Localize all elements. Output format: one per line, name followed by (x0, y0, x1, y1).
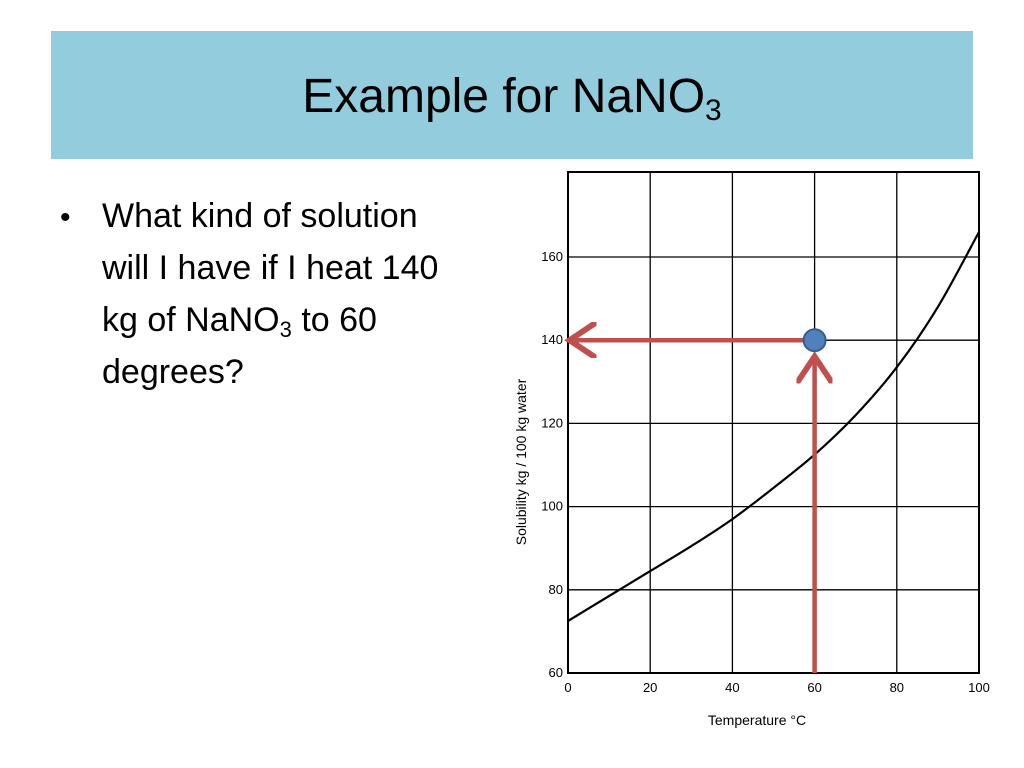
y-tick-label: 60 (549, 665, 563, 680)
x-tick-label: 40 (725, 680, 739, 695)
plot-frame (567, 171, 980, 674)
y-tick-label: 140 (541, 332, 563, 347)
y-axis-label: Solubility kg / 100 kg water (513, 378, 529, 545)
bullet-subscript: 3 (279, 317, 292, 342)
x-tick-label: 80 (890, 680, 904, 695)
x-axis-label: Temperature °C (708, 712, 806, 728)
bullet-question: What kind of solution will I have if I h… (102, 190, 462, 398)
title-main-text: Example for NaNO (302, 70, 706, 123)
solubility-chart: 0 20 40 60 80 100 60 80 100 120 140 160 Temperature… (513, 171, 990, 728)
y-tick-label: 100 (541, 499, 563, 514)
bullet-text-part2: to 60 degrees? (102, 301, 377, 391)
title-subscript: 3 (705, 94, 722, 127)
y-tick-label: 120 (541, 415, 563, 430)
y-tick-label: 80 (549, 582, 563, 597)
title-band: Example for NaNO3 (51, 31, 973, 159)
x-tick-label: 100 (968, 680, 990, 695)
solubility-curve (567, 231, 980, 622)
bullet-dot-icon: • (60, 201, 71, 234)
data-point-marker (802, 328, 827, 353)
x-tick-label: 20 (643, 680, 657, 695)
x-tick-label: 0 (564, 680, 571, 695)
bullet-text-part1: What kind of solution will I have if I h… (102, 197, 439, 339)
x-tick-label: 60 (807, 680, 821, 695)
y-tick-label: 160 (541, 249, 563, 264)
slide-title: Example for NaNO3 (51, 67, 973, 127)
